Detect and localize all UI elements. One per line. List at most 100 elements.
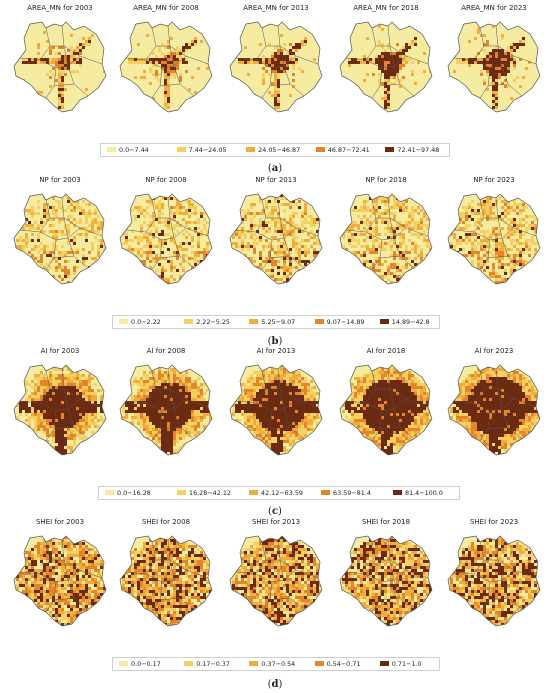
map-title: SHEI for 2018 bbox=[361, 518, 411, 526]
map-outline bbox=[229, 193, 323, 285]
district-boundaries bbox=[125, 197, 209, 271]
legend-swatch bbox=[184, 660, 194, 666]
legend-item: 63.59−81.4 bbox=[321, 489, 371, 498]
map-outline bbox=[119, 364, 213, 456]
choropleth-map bbox=[229, 535, 323, 627]
map-outline bbox=[447, 21, 541, 113]
map-title: AI for 2013 bbox=[256, 347, 296, 355]
choropleth-map bbox=[447, 193, 541, 285]
legend-swatch bbox=[105, 489, 114, 495]
district-boundaries bbox=[453, 368, 537, 442]
legend-swatch bbox=[379, 660, 389, 666]
legend-swatch bbox=[379, 318, 389, 324]
legend-label: 16.28−42.12 bbox=[189, 489, 231, 497]
panel-label: (d) bbox=[267, 679, 283, 690]
legend-label: 0.0−16.28 bbox=[117, 489, 151, 497]
choropleth-map bbox=[119, 535, 213, 627]
district-boundaries bbox=[235, 25, 319, 99]
district-boundaries bbox=[125, 368, 209, 442]
district-boundaries bbox=[19, 25, 103, 99]
panel-label: (b) bbox=[267, 336, 283, 347]
legend-swatch bbox=[184, 318, 194, 324]
legend-item: 0.54−0.71 bbox=[314, 660, 360, 669]
legend-swatch bbox=[321, 489, 330, 495]
map-outline bbox=[229, 21, 323, 113]
choropleth-map bbox=[339, 193, 433, 285]
legend-swatch bbox=[249, 318, 259, 324]
map-title: NP for 2023 bbox=[473, 176, 515, 184]
legend-swatch bbox=[177, 489, 186, 495]
legend-item: 81.4−100.0 bbox=[393, 489, 443, 498]
legend-label: 0.0−0.17 bbox=[131, 660, 161, 668]
choropleth-map bbox=[229, 193, 323, 285]
choropleth-map bbox=[119, 364, 213, 456]
choropleth-map bbox=[447, 535, 541, 627]
legend-item: 42.12−63.59 bbox=[249, 489, 303, 498]
district-boundaries bbox=[235, 539, 319, 613]
legend-item: 14.89−42.8 bbox=[379, 318, 430, 327]
panel-letter: b bbox=[271, 336, 279, 347]
district-boundaries bbox=[19, 197, 103, 271]
legend-label: 72.41−97.48 bbox=[397, 146, 440, 154]
legend-label: 2.22−5.25 bbox=[196, 318, 231, 326]
map-title: SHEI for 2003 bbox=[35, 518, 85, 526]
legend-label: 24.05−46.87 bbox=[258, 146, 301, 154]
district-boundaries bbox=[235, 197, 319, 271]
map-title: NP for 2018 bbox=[365, 176, 407, 184]
map-outline bbox=[119, 535, 213, 627]
legend-item: 72.41−97.48 bbox=[385, 146, 439, 155]
district-boundaries bbox=[345, 539, 429, 613]
panel-label: (c) bbox=[268, 506, 282, 517]
map-title: NP for 2013 bbox=[255, 176, 297, 184]
district-boundaries bbox=[345, 197, 429, 271]
choropleth-map bbox=[447, 21, 541, 113]
legend-item: 0.17−0.37 bbox=[184, 660, 230, 669]
map-title: AI for 2023 bbox=[474, 347, 514, 355]
map-title: AREA_MN for 2023 bbox=[461, 4, 527, 12]
map-title: NP for 2008 bbox=[145, 176, 187, 184]
legend-item: 46.87−72.41 bbox=[315, 146, 370, 155]
map-outline bbox=[339, 364, 433, 456]
map-title: AI for 2008 bbox=[146, 347, 186, 355]
legend-item: 0.71−1.0 bbox=[379, 660, 422, 669]
map-outline bbox=[447, 193, 541, 285]
choropleth-map bbox=[229, 21, 323, 113]
map-title: SHEI for 2013 bbox=[251, 518, 301, 526]
legend-label: 42.12−63.59 bbox=[261, 489, 303, 497]
legend-swatch bbox=[176, 146, 186, 152]
legend-label: 7.44−24.05 bbox=[188, 146, 227, 154]
legend-label: 0.37−0.54 bbox=[261, 660, 296, 668]
choropleth-map bbox=[119, 193, 213, 285]
panel-label: (a) bbox=[267, 163, 283, 174]
legend-label: 0.17−0.37 bbox=[196, 660, 231, 668]
choropleth-map bbox=[13, 535, 107, 627]
legend-item: 5.25−9.07 bbox=[249, 318, 295, 327]
legend-item: 0.0−0.17 bbox=[119, 660, 161, 669]
legend: 0.0−16.28 16.28−42.12 42.12−63.59 63.59−81.… bbox=[98, 486, 460, 500]
legend-swatch bbox=[119, 318, 128, 324]
legend-label: 5.25−9.07 bbox=[261, 318, 296, 326]
legend-label: 0.0−2.22 bbox=[131, 318, 161, 326]
map-title: SHEI for 2023 bbox=[469, 518, 519, 526]
legend-item: 0.37−0.54 bbox=[249, 660, 295, 669]
choropleth-map bbox=[13, 193, 107, 285]
map-cells bbox=[232, 365, 322, 455]
map-title: AI for 2003 bbox=[40, 347, 80, 355]
map-outline bbox=[339, 21, 433, 113]
legend-swatch bbox=[393, 489, 402, 495]
choropleth-map bbox=[119, 21, 213, 113]
legend-swatch bbox=[107, 146, 116, 152]
legend-item: 7.44−24.05 bbox=[176, 146, 227, 155]
legend-label: 0.71−1.0 bbox=[391, 660, 422, 668]
district-boundaries bbox=[125, 539, 209, 613]
map-outline bbox=[119, 21, 213, 113]
map-outline bbox=[447, 364, 541, 456]
legend-swatch bbox=[246, 146, 256, 152]
choropleth-map bbox=[13, 364, 107, 456]
map-title: AREA_MN for 2013 bbox=[243, 4, 309, 12]
panel-letter: c bbox=[271, 506, 279, 517]
legend-item: 0.0−16.28 bbox=[105, 489, 151, 498]
legend-label: 0.0−7.44 bbox=[119, 146, 149, 154]
map-cells bbox=[450, 365, 540, 455]
map-outline bbox=[13, 193, 107, 285]
